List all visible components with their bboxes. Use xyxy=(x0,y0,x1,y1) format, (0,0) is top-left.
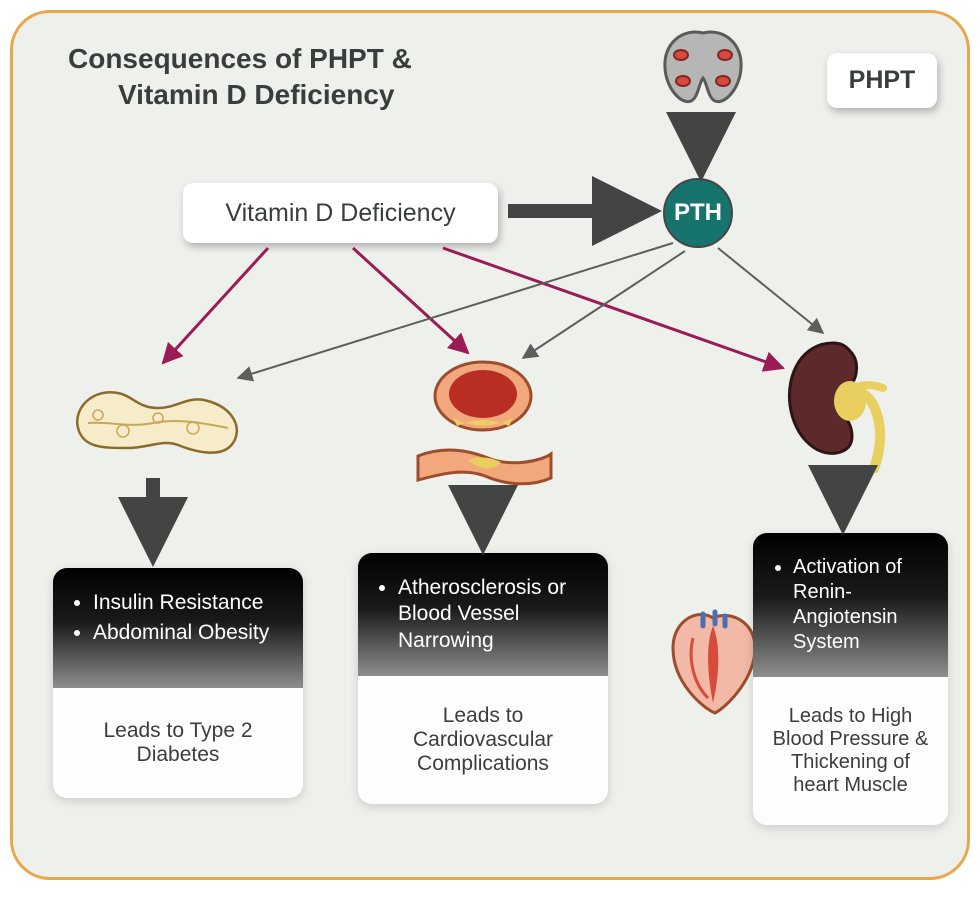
bullet: Activation of Renin-Angiotensin System xyxy=(793,555,930,655)
outcome-diabetes: Insulin Resistance Abdominal Obesity Lea… xyxy=(53,568,303,798)
diagram-title: Consequences of PHPT & Vitamin D Deficie… xyxy=(68,41,412,114)
pth-label: PTH xyxy=(674,199,722,227)
blood-vessel-icon xyxy=(413,358,553,498)
outcome-diabetes-result: Leads to Type 2 Diabetes xyxy=(53,688,303,798)
bullet: Insulin Resistance xyxy=(93,590,285,616)
phpt-label: PHPT xyxy=(849,66,916,95)
outcome-bp-result: Leads to High Blood Pressure & Thickenin… xyxy=(753,677,948,825)
phpt-badge: PHPT xyxy=(827,53,937,108)
outcome-diabetes-effects: Insulin Resistance Abdominal Obesity xyxy=(53,568,303,688)
parathyroid-icon xyxy=(653,23,753,113)
outcome-cardio-effects: Atherosclerosis or Blood Vessel Narrowin… xyxy=(358,553,608,676)
pth-node: PTH xyxy=(663,178,733,248)
outcome-cardio-result: Leads to Cardiovascular Complications xyxy=(358,676,608,804)
vitd-label: Vitamin D Deficiency xyxy=(225,199,455,228)
title-line-1: Consequences of PHPT & xyxy=(68,43,412,74)
kidney-icon xyxy=(778,333,908,473)
outcome-bp: Activation of Renin-Angiotensin System L… xyxy=(753,533,948,825)
bullet: Atherosclerosis or Blood Vessel Narrowin… xyxy=(398,575,590,654)
diagram-frame: Consequences of PHPT & Vitamin D Deficie… xyxy=(10,10,970,880)
heart-icon xyxy=(663,608,763,718)
bullet: Abdominal Obesity xyxy=(93,620,285,646)
pancreas-icon xyxy=(68,373,243,473)
vitamin-d-badge: Vitamin D Deficiency xyxy=(183,183,498,243)
outcome-bp-effects: Activation of Renin-Angiotensin System xyxy=(753,533,948,677)
title-line-2: Vitamin D Deficiency xyxy=(68,77,412,113)
outcome-cardio: Atherosclerosis or Blood Vessel Narrowin… xyxy=(358,553,608,804)
